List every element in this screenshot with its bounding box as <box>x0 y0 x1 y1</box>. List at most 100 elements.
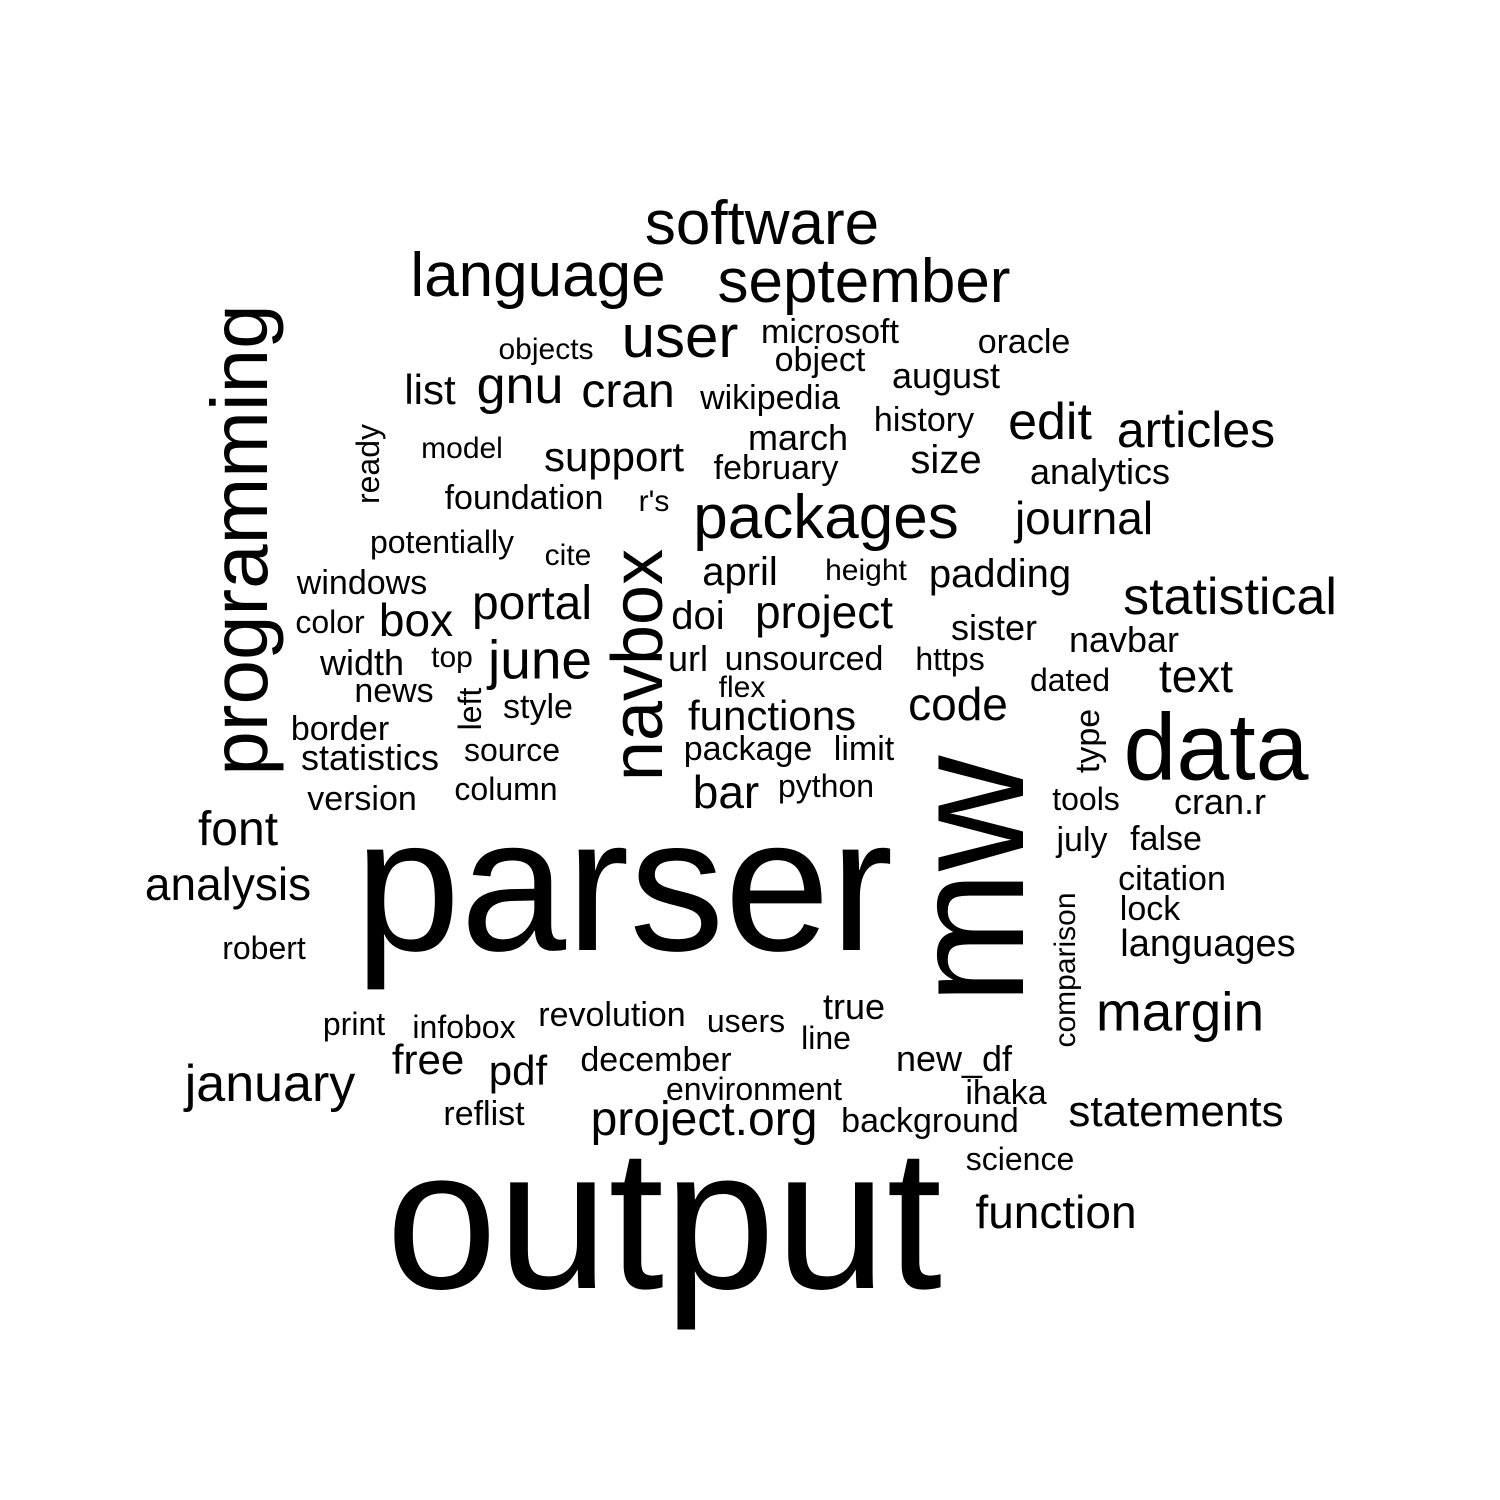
word-unsourced: unsourced <box>724 640 884 678</box>
word-size: size <box>910 438 982 482</box>
word-statistics: statistics <box>300 737 440 778</box>
word-doi: doi <box>671 594 725 638</box>
word-top: top <box>431 641 473 674</box>
word-style: style <box>503 688 573 726</box>
word-new-df: new_df <box>895 1038 1013 1079</box>
word-citation: citation <box>1118 860 1226 898</box>
word-programming: programming <box>195 304 284 776</box>
word-height: height <box>825 554 907 587</box>
word-navbar: navbar <box>1068 619 1180 660</box>
word-margin: margin <box>1095 980 1265 1043</box>
word-august: august <box>891 355 1001 396</box>
word-mw: mw <box>878 755 1057 1005</box>
word-potentially: potentially <box>369 524 515 560</box>
word-package: package <box>683 730 813 768</box>
word-object: object <box>774 341 866 379</box>
word-microsoft: microsoft <box>761 313 899 351</box>
word-cite: cite <box>544 539 592 572</box>
word-statements: statements <box>1068 1087 1284 1136</box>
word-dated: dated <box>1029 662 1111 698</box>
word-navbox: navbox <box>598 548 678 782</box>
word-false: false <box>1130 820 1202 858</box>
word-reflist: reflist <box>443 1095 525 1133</box>
word-project-org: project.org <box>590 1093 818 1146</box>
word-articles: articles <box>1116 402 1276 458</box>
word-list: list <box>404 366 456 413</box>
word-comparison: comparison <box>1049 892 1082 1048</box>
word-left: left <box>452 687 488 731</box>
word-language: language <box>410 241 666 310</box>
word-gnu: gnu <box>476 357 564 415</box>
word-parser: parser <box>354 779 894 991</box>
word-ready: ready <box>350 423 386 505</box>
word-user: user <box>621 303 739 370</box>
word-december: december <box>580 1041 732 1079</box>
word-model: model <box>421 432 503 465</box>
word-journal: journal <box>1014 492 1154 544</box>
word-bar: bar <box>692 766 760 818</box>
word-r-s: r's <box>638 485 670 518</box>
word-windows: windows <box>296 564 428 602</box>
word-padding: padding <box>928 552 1072 596</box>
word-line: line <box>801 1020 851 1056</box>
word-science: science <box>965 1141 1075 1177</box>
word-history: history <box>873 401 975 439</box>
word-font: font <box>197 803 279 856</box>
word-portal: portal <box>471 577 593 630</box>
word-version: version <box>307 780 417 818</box>
word-pdf: pdf <box>488 1047 548 1094</box>
word-packages: packages <box>693 483 959 552</box>
word-infobox: infobox <box>412 1009 516 1045</box>
word-february: february <box>713 449 839 487</box>
word-robert: robert <box>222 930 306 966</box>
word-sister: sister <box>950 607 1038 648</box>
word-users: users <box>706 1003 786 1039</box>
word-january: january <box>184 1055 356 1113</box>
word-june: june <box>488 628 592 691</box>
word-languages: languages <box>1120 923 1296 965</box>
word-code: code <box>908 678 1008 730</box>
word-cran: cran <box>581 365 675 418</box>
word-lock: lock <box>1119 890 1181 928</box>
word-box: box <box>378 594 454 646</box>
word-https: https <box>915 641 985 677</box>
word-analytics: analytics <box>1029 451 1171 492</box>
word-september: september <box>717 247 1011 316</box>
word-tools: tools <box>1052 781 1120 817</box>
word-source: source <box>463 732 561 768</box>
word-edit: edit <box>1008 393 1092 451</box>
word-data: data <box>1123 694 1309 801</box>
word-objects: objects <box>498 333 594 366</box>
word-width: width <box>319 642 405 683</box>
word-analysis: analysis <box>144 858 312 910</box>
word-column: column <box>454 771 558 807</box>
word-statistical: statistical <box>1123 568 1337 626</box>
word-foundation: foundation <box>444 479 604 517</box>
word-software: software <box>644 189 880 258</box>
word-text: text <box>1158 650 1234 702</box>
word-print: print <box>322 1006 386 1042</box>
word-ihaka: ihaka <box>965 1074 1047 1112</box>
word-output: output <box>385 1108 943 1331</box>
word-type: type <box>1069 708 1107 774</box>
word-march: march <box>747 417 849 458</box>
word-revolution: revolution <box>538 996 686 1034</box>
word-python: python <box>777 768 875 804</box>
word-functions: functions <box>687 692 857 739</box>
word-flex: flex <box>718 671 766 704</box>
word-wikipedia: wikipedia <box>700 379 840 417</box>
word-border: border <box>290 710 390 748</box>
word-project: project <box>754 586 894 638</box>
word-cran-r: cran.r <box>1173 781 1267 822</box>
word-environment: environment <box>665 1071 843 1107</box>
word-url: url <box>667 638 709 679</box>
word-function: function <box>975 1186 1137 1238</box>
word-background: background <box>841 1102 1019 1140</box>
word-support: support <box>543 433 685 480</box>
word-true: true <box>822 986 886 1027</box>
word-news: news <box>354 672 434 710</box>
word-limit: limit <box>833 730 895 768</box>
word-free: free <box>391 1036 465 1083</box>
word-april: april <box>702 550 778 594</box>
